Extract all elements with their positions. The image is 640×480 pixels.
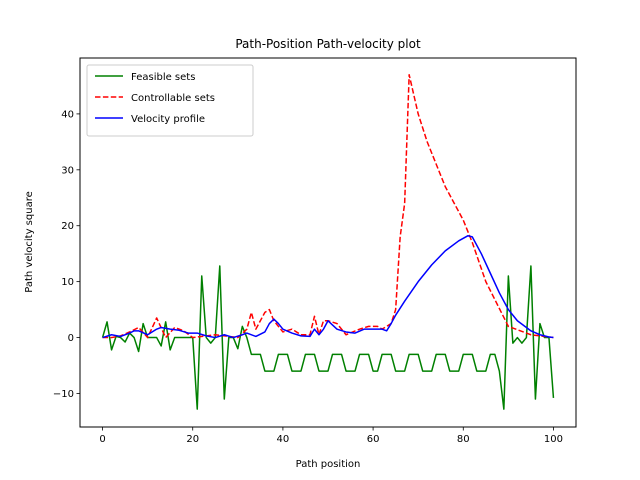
y-tick-label: 30 bbox=[61, 165, 74, 176]
y-axis: −10 0 10 20 30 40 bbox=[53, 109, 80, 400]
y-axis-label: Path velocity square bbox=[24, 191, 35, 292]
y-tick-label: 40 bbox=[61, 109, 74, 120]
y-tick-label: 0 bbox=[68, 333, 74, 344]
x-tick-label: 0 bbox=[99, 434, 105, 445]
x-tick-label: 60 bbox=[367, 434, 380, 445]
series-line-controllable-sets bbox=[102, 74, 554, 339]
y-tick-label: −10 bbox=[53, 389, 74, 400]
x-tick-label: 40 bbox=[277, 434, 290, 445]
series-layer bbox=[101, 74, 555, 410]
legend-label: Feasible sets bbox=[131, 72, 195, 83]
chart-title: Path-Position Path-velocity plot bbox=[235, 37, 421, 51]
x-tick-label: 100 bbox=[544, 434, 563, 445]
legend-label: Velocity profile bbox=[131, 114, 205, 125]
plot-frame bbox=[79, 57, 577, 428]
x-tick-label: 20 bbox=[186, 434, 199, 445]
legend: Feasible sets Controllable sets Velocity p… bbox=[86, 64, 254, 137]
legend-box bbox=[86, 64, 254, 137]
x-axis: 0 20 40 60 80 100 bbox=[99, 427, 563, 445]
x-tick-label: 80 bbox=[457, 434, 470, 445]
legend-label: Controllable sets bbox=[131, 93, 215, 104]
series-line-feasible-sets bbox=[101, 265, 555, 410]
y-tick-label: 10 bbox=[61, 277, 74, 288]
y-tick-label: 20 bbox=[61, 221, 74, 232]
x-axis-label: Path position bbox=[296, 459, 361, 470]
series-line-velocity-profile bbox=[102, 235, 554, 339]
